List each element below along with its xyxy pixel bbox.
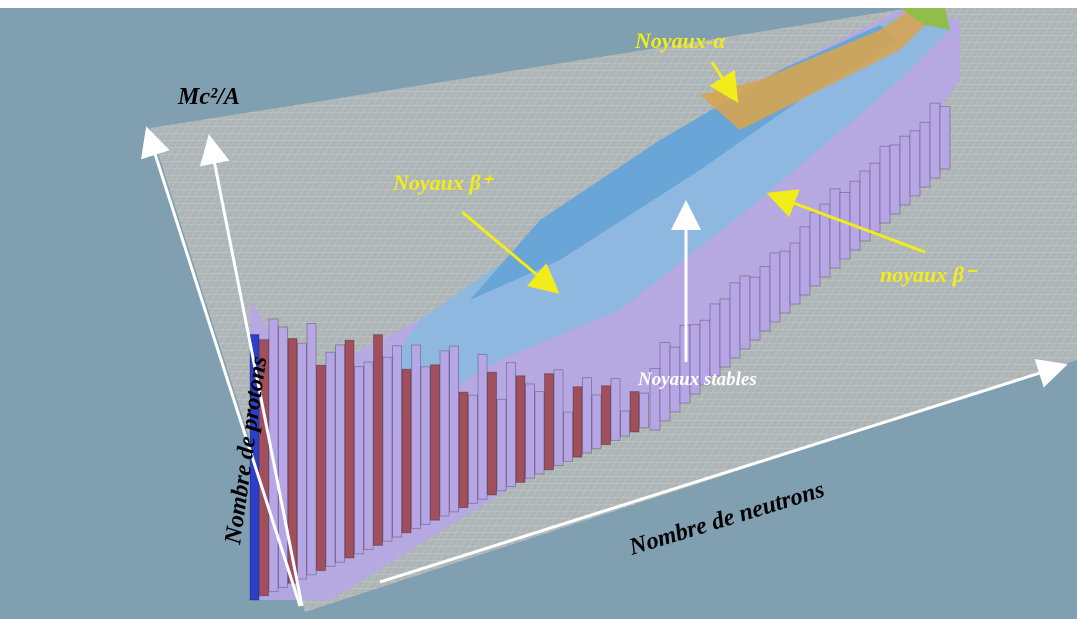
vertical-axis-label: Mc²/A bbox=[177, 84, 240, 110]
column bbox=[850, 181, 860, 250]
column bbox=[383, 357, 392, 541]
column bbox=[630, 392, 639, 432]
column bbox=[364, 362, 373, 550]
column bbox=[830, 189, 840, 268]
column bbox=[317, 365, 326, 570]
column bbox=[640, 393, 649, 428]
column bbox=[336, 345, 345, 562]
column bbox=[526, 384, 535, 478]
column bbox=[374, 335, 383, 546]
column bbox=[402, 369, 411, 533]
column bbox=[592, 395, 601, 449]
column bbox=[890, 145, 900, 214]
column bbox=[554, 370, 563, 466]
column bbox=[459, 392, 468, 507]
column bbox=[840, 193, 850, 259]
column bbox=[730, 283, 740, 358]
column bbox=[940, 106, 950, 169]
column bbox=[720, 299, 730, 367]
column bbox=[545, 374, 554, 470]
column bbox=[412, 345, 421, 529]
alpha-label: Noyaux-α bbox=[634, 28, 726, 53]
column bbox=[780, 251, 790, 313]
column bbox=[345, 340, 354, 558]
column bbox=[516, 376, 525, 483]
column bbox=[750, 277, 760, 340]
column bbox=[535, 392, 544, 474]
column bbox=[307, 324, 316, 575]
column bbox=[621, 411, 630, 436]
column bbox=[298, 343, 307, 579]
column bbox=[573, 387, 582, 458]
column bbox=[355, 367, 364, 554]
column bbox=[710, 304, 720, 376]
column bbox=[910, 131, 920, 196]
column bbox=[880, 146, 890, 223]
column bbox=[920, 122, 930, 187]
column bbox=[431, 365, 440, 520]
column bbox=[393, 346, 402, 537]
column bbox=[790, 243, 800, 304]
column bbox=[770, 253, 780, 322]
top-border bbox=[0, 0, 1077, 8]
column bbox=[421, 367, 430, 525]
column bbox=[900, 136, 910, 205]
column bbox=[602, 386, 611, 445]
column bbox=[611, 378, 620, 440]
stable-label: Noyaux stables bbox=[637, 369, 757, 390]
column bbox=[507, 363, 516, 487]
beta-plus-label: Noyaux β⁺ bbox=[392, 170, 495, 195]
column bbox=[440, 351, 449, 516]
column bbox=[760, 267, 770, 331]
column bbox=[478, 354, 487, 499]
column bbox=[800, 227, 810, 295]
column bbox=[326, 352, 335, 566]
diagram: Mc²/A Nombre de protons Nombre de neutro… bbox=[0, 0, 1077, 619]
beta-minus-label: noyaux β⁻ bbox=[880, 262, 978, 287]
column bbox=[497, 399, 506, 490]
column bbox=[930, 103, 940, 178]
column bbox=[810, 212, 820, 286]
column bbox=[740, 276, 750, 349]
column bbox=[469, 395, 478, 503]
column bbox=[488, 372, 497, 495]
column bbox=[870, 163, 880, 232]
column bbox=[564, 412, 573, 461]
column bbox=[450, 346, 459, 512]
column bbox=[583, 378, 592, 453]
